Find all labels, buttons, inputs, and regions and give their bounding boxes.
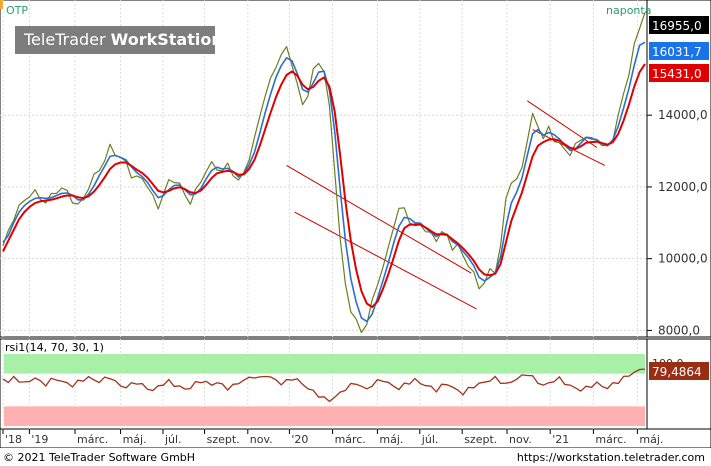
ma-slow-badge-bg xyxy=(649,64,709,82)
y-tick-label: 8000,0 xyxy=(658,323,700,337)
x-tick-label: máj. xyxy=(123,433,147,446)
footer: © 2021 TeleTrader Software GmbH https://… xyxy=(0,448,711,466)
rsi-last-value: 79,4864 xyxy=(652,365,702,379)
rsi-scale xyxy=(646,338,711,430)
x-tick-label: márc. xyxy=(335,433,366,446)
x-tick-label: szept. xyxy=(464,433,497,446)
ma-slow-badge: 15431,0 xyxy=(649,64,709,82)
x-tick-label: máj. xyxy=(379,433,403,446)
x-tick-label: júl. xyxy=(164,433,182,446)
ma-fast-badge-bg xyxy=(649,42,709,60)
last-price-value: 16955,0 xyxy=(652,19,702,33)
x-tick-label: nov. xyxy=(509,433,532,446)
footer-url[interactable]: https://workstation.teletrader.com xyxy=(516,451,705,464)
channel-1-lower xyxy=(294,211,477,310)
rsi-bands xyxy=(4,354,645,426)
footer-copyright: © 2021 TeleTrader Software GmbH xyxy=(3,451,196,464)
ma-slow-value: 15431,0 xyxy=(652,67,702,81)
rsi-oversold-band xyxy=(4,406,645,426)
last-price-badge: 16955,0 xyxy=(649,16,709,34)
brand-watermark: TeleTrader WorkStation xyxy=(15,26,223,54)
x-grid xyxy=(2,0,638,429)
series-rsi xyxy=(2,368,646,403)
price-series xyxy=(2,12,646,334)
rsi-overbought-band xyxy=(4,354,645,374)
y-tick-label: 12000,0 xyxy=(658,180,708,194)
x-tick-label: márc. xyxy=(595,433,626,446)
frequency-label: naponta xyxy=(606,4,651,17)
main-panel xyxy=(0,0,648,338)
last-price-badge-bg xyxy=(649,16,709,34)
series-ma_slow xyxy=(2,63,646,309)
y-tick-label: 10000,0 xyxy=(658,252,708,266)
rsi-series xyxy=(2,368,646,403)
channel-1-upper xyxy=(286,164,472,274)
x-tick-label: '19 xyxy=(31,433,48,446)
y-tick-labels: 8000,0 10000,0 12000,0 14000,0 xyxy=(647,108,708,337)
ma-fast-value: 16031,7 xyxy=(652,45,702,59)
brand-text-bold: WorkStation xyxy=(110,30,223,49)
rsi-title: rsi1(14, 70, 30, 1) xyxy=(5,341,104,354)
chart-title-otp: OTP xyxy=(6,4,28,17)
rsi-badge: 79,4864 xyxy=(649,362,709,380)
x-tick-label: máj. xyxy=(639,433,663,446)
x-tick-label: '21 xyxy=(552,433,569,446)
x-tick-label: '18 xyxy=(5,433,22,446)
series-ma_fast xyxy=(2,41,646,323)
y-tick-label: 14000,0 xyxy=(658,108,708,122)
x-tick-label: márc. xyxy=(77,433,108,446)
orange-tab-marker xyxy=(0,0,3,9)
x-tick-label: szept. xyxy=(207,433,240,446)
x-tick-labels: '18 '19 márc. máj. júl. szept. nov. '20 márc. máj… xyxy=(2,429,663,446)
rsi-badge-bg xyxy=(649,362,709,380)
x-tick-label: nov. xyxy=(250,433,273,446)
brand-text-light: TeleTrader xyxy=(24,30,111,49)
x-tick-label: júl. xyxy=(421,433,439,446)
ma-fast-badge: 16031,7 xyxy=(649,42,709,60)
x-tick-label: '20 xyxy=(291,433,308,446)
channel-2-upper xyxy=(527,100,598,148)
